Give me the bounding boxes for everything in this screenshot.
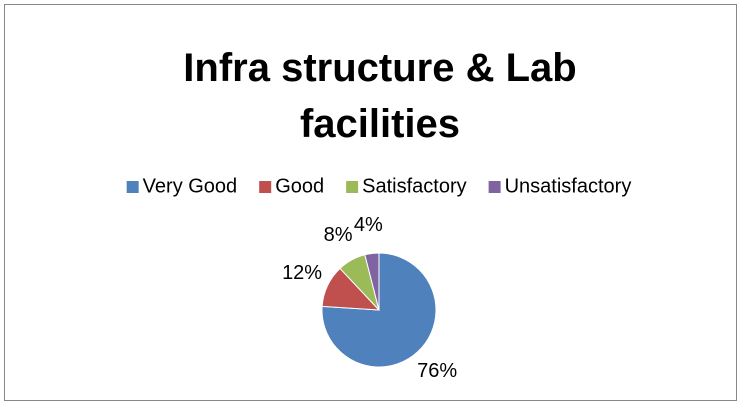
legend-label: Satisfactory <box>362 175 466 197</box>
legend-label: Very Good <box>143 175 238 197</box>
data-label: 8% <box>324 224 353 246</box>
legend-swatch <box>126 181 139 193</box>
legend-label: Good <box>275 175 324 197</box>
data-label: 76% <box>417 360 457 382</box>
chart-frame <box>4 4 737 401</box>
data-label: 4% <box>354 214 383 236</box>
pie-slice <box>364 252 380 311</box>
legend-swatch <box>488 181 501 193</box>
legend-swatch <box>259 181 272 193</box>
chart-title: Infra structure & Lab facilities <box>183 46 577 146</box>
legend-label: Unsatisfactory <box>505 175 632 197</box>
legend-swatch <box>346 181 359 193</box>
data-label: 12% <box>282 262 322 284</box>
